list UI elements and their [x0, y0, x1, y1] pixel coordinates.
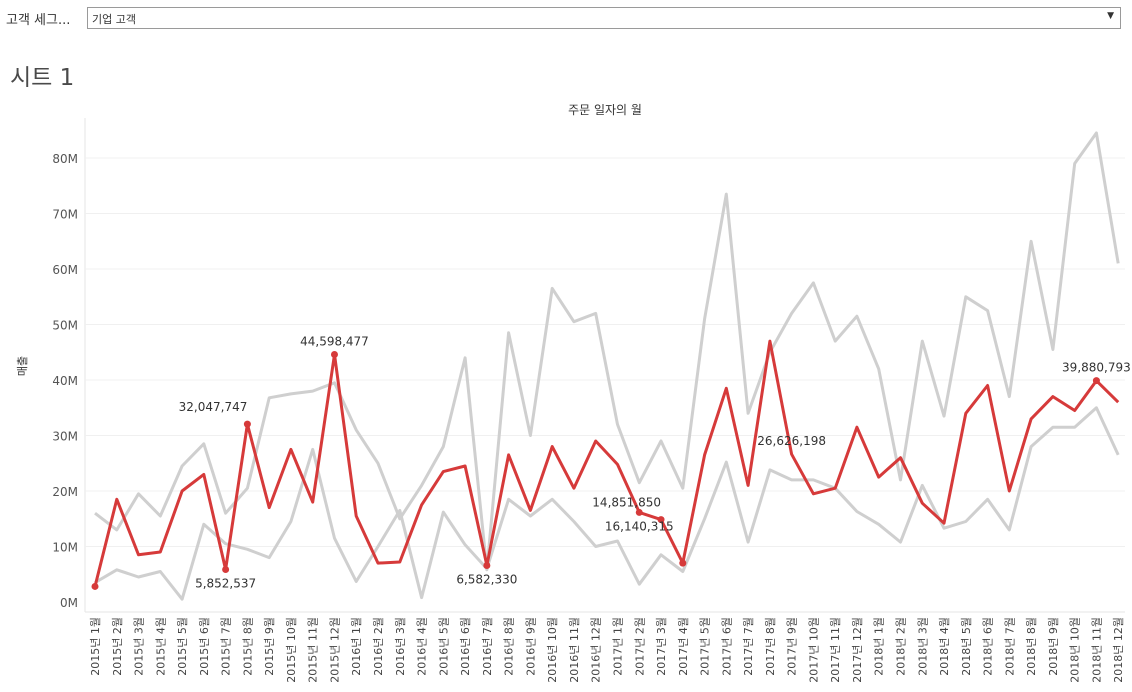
segment-filter-value: 기업 고객: [92, 13, 136, 26]
y-tick-label: 10M: [52, 541, 78, 555]
segment-filter-dropdown[interactable]: 기업 고객 ▼: [87, 7, 1121, 29]
segment-filter-label: 고객 세그...: [6, 13, 71, 28]
x-tick-label: 2015년 3월: [133, 617, 146, 676]
series-line-highlight: [93, 339, 1120, 587]
x-tick-label: 2018년 11월: [1090, 617, 1103, 683]
x-tick-label: 2015년 8월: [241, 617, 254, 676]
x-tick-label: 2015년 4월: [154, 617, 167, 676]
x-tick-label: 2017년 8월: [764, 617, 777, 676]
x-tick-label: 2018년 5월: [960, 617, 973, 676]
data-point-marker: [243, 420, 251, 428]
x-tick-label: 2015년 10월: [285, 617, 298, 683]
series-line: [94, 131, 1120, 572]
x-tick-label: 2017년 3월: [655, 617, 668, 676]
y-axis-label: 매출: [16, 356, 29, 376]
sheet-title: 시트 1: [10, 65, 75, 91]
x-tick-label: 2015년 12월: [328, 617, 341, 683]
y-tick-label: 40M: [52, 374, 78, 388]
x-tick-label: 2017년 7월: [742, 617, 755, 676]
y-tick-label: 50M: [52, 319, 78, 333]
x-tick-label: 2017년 1월: [611, 617, 624, 676]
y-tick-label: 70M: [52, 208, 78, 222]
x-tick-label: 2017년 10월: [807, 617, 820, 683]
x-tick-label: 2015년 5월: [176, 617, 189, 676]
y-tick-label: 30M: [52, 430, 78, 444]
x-tick-label: 2018년 7월: [1003, 617, 1016, 676]
x-tick-label: 2017년 9월: [786, 617, 799, 676]
x-tick-label: 2016년 7월: [481, 617, 494, 676]
chart-title: 주문 일자의 월: [568, 103, 642, 117]
data-point-marker: [483, 561, 491, 569]
data-point-marker: [222, 566, 230, 574]
x-tick-label: 2018년 4월: [938, 617, 951, 676]
series-line: [94, 406, 1120, 601]
data-label: 32,047,747: [179, 400, 248, 414]
data-point-marker: [330, 350, 338, 358]
x-tick-label: 2016년 2월: [372, 617, 385, 676]
x-tick-label: 2016년 6월: [459, 617, 472, 676]
x-tick-label: 2016년 3월: [394, 617, 407, 676]
x-tick-label: 2015년 7월: [220, 617, 233, 676]
x-tick-label: 2015년 2월: [111, 617, 124, 676]
y-tick-label: 20M: [52, 485, 78, 499]
y-tick-label: 60M: [52, 263, 78, 277]
data-label: 16,140,315: [605, 519, 674, 533]
x-tick-label: 2017년 4월: [677, 617, 690, 676]
x-tick-label: 2017년 11월: [829, 617, 842, 683]
data-label: 26,626,198: [757, 434, 826, 448]
x-tick-label: 2018년 2월: [894, 617, 907, 676]
data-point-marker: [1092, 377, 1100, 385]
data-label: 14,851,850: [592, 496, 661, 510]
x-tick-label: 2018년 12월: [1112, 617, 1125, 683]
y-tick-label: 80M: [52, 152, 78, 166]
x-tick-label: 2018년 3월: [916, 617, 929, 676]
data-point-marker: [679, 559, 687, 567]
x-tick-label: 2016년 5월: [437, 617, 450, 676]
x-tick-label: 2018년 9월: [1047, 617, 1060, 676]
x-tick-label: 2017년 12월: [851, 617, 864, 683]
x-tick-label: 2018년 10월: [1069, 617, 1082, 683]
x-tick-label: 2016년 10월: [546, 617, 559, 683]
data-point-marker: [635, 508, 643, 516]
x-tick-label: 2017년 5월: [699, 617, 712, 676]
x-tick-label: 2016년 9월: [524, 617, 537, 676]
x-tick-label: 2016년 8월: [503, 617, 516, 676]
x-tick-label: 2017년 2월: [633, 617, 646, 676]
x-tick-label: 2016년 1월: [350, 617, 363, 676]
x-tick-label: 2016년 12월: [590, 617, 603, 683]
chevron-down-icon: ▼: [1107, 11, 1114, 21]
x-tick-label: 2016년 4월: [416, 617, 429, 676]
x-tick-label: 2018년 6월: [982, 617, 995, 676]
y-tick-label: 0M: [60, 596, 78, 610]
x-tick-label: 2016년 11월: [568, 617, 581, 683]
x-tick-label: 2015년 1월: [89, 617, 102, 676]
x-tick-label: 2018년 8월: [1025, 617, 1038, 676]
x-tick-label: 2015년 9월: [263, 617, 276, 676]
data-point-marker: [657, 516, 665, 524]
data-point-marker: [91, 582, 99, 590]
x-tick-label: 2018년 1월: [873, 617, 886, 676]
data-label: 6,582,330: [456, 572, 517, 586]
data-label: 44,598,477: [300, 334, 369, 348]
x-tick-label: 2015년 11월: [307, 617, 320, 683]
x-tick-label: 2017년 6월: [720, 617, 733, 676]
data-label: 5,852,537: [195, 577, 256, 591]
x-tick-label: 2015년 6월: [198, 617, 211, 676]
data-label: 39,880,793: [1062, 361, 1131, 375]
